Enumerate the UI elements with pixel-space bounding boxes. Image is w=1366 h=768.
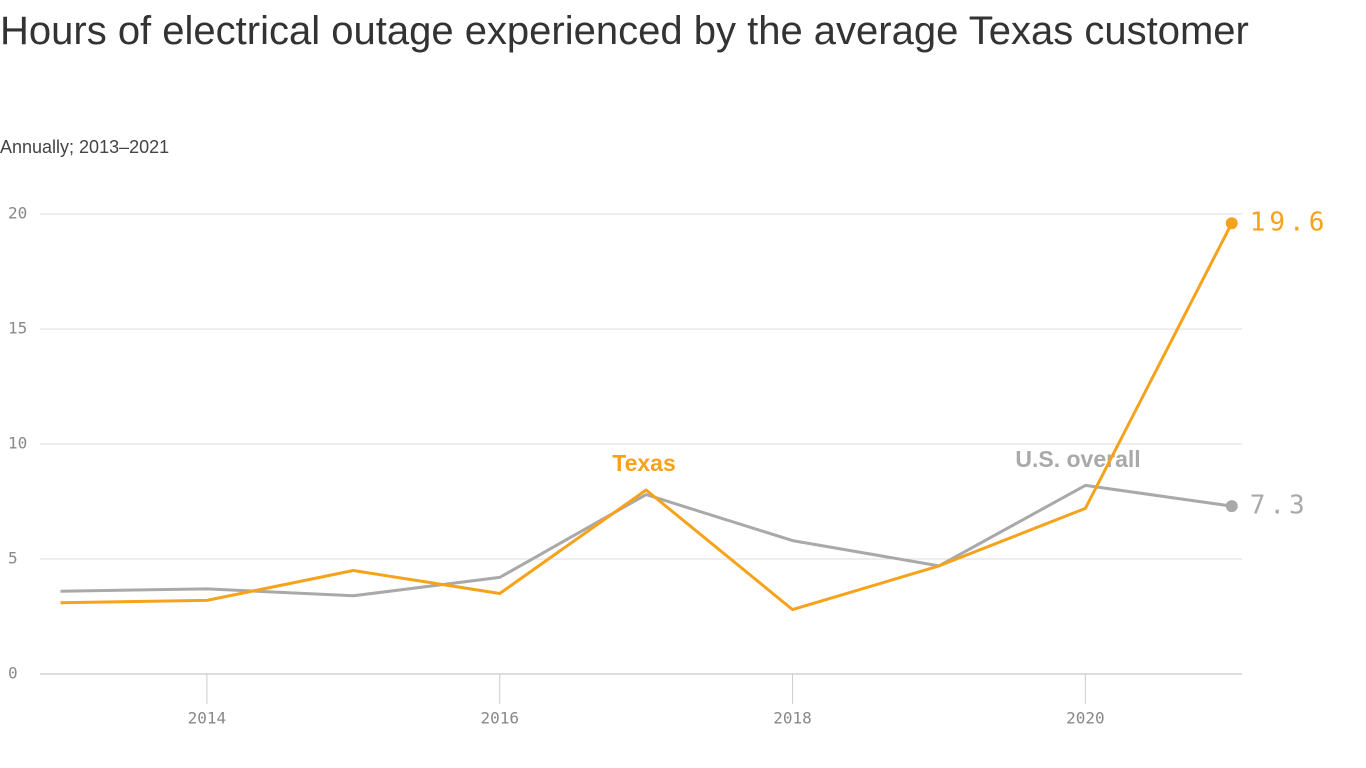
y-tick-label: 5: [8, 549, 18, 568]
y-tick-label: 10: [8, 434, 27, 453]
x-tick-label: 2018: [773, 709, 812, 728]
y-tick-label: 20: [8, 204, 27, 223]
x-tick-label: 2016: [480, 709, 519, 728]
end-dot: [1225, 217, 1238, 230]
series-line: [60, 222, 1234, 612]
chart-title: Hours of electrical outage experienced b…: [0, 9, 1249, 53]
y-tick-label: 0: [8, 664, 18, 683]
series-label: U.S. overall: [1015, 446, 1140, 472]
x-tick-label: 2020: [1066, 709, 1105, 728]
end-value-label: 19.6: [1250, 208, 1329, 238]
chart-subtitle: Annually; 2013–2021: [0, 137, 170, 157]
series-line: [60, 483, 1232, 598]
series-label: Texas: [612, 450, 676, 476]
end-value-label: 7.3: [1250, 491, 1309, 521]
x-tick-label: 2014: [188, 709, 227, 728]
y-tick-label: 15: [8, 319, 27, 338]
end-dot: [1225, 500, 1238, 513]
